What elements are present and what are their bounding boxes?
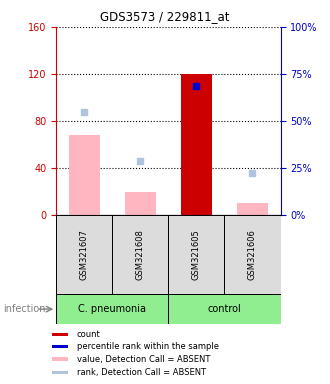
Text: C. pneumonia: C. pneumonia: [78, 304, 146, 314]
Point: [138, 158, 143, 164]
Bar: [56, 294, 168, 324]
Bar: [181, 74, 212, 215]
Text: control: control: [208, 304, 241, 314]
Point: [82, 109, 87, 115]
Point: [250, 170, 255, 176]
Point: [194, 83, 199, 89]
Text: count: count: [77, 330, 100, 339]
Text: infection: infection: [3, 304, 46, 314]
Text: GDS3573 / 229811_at: GDS3573 / 229811_at: [100, 10, 230, 23]
Text: value, Detection Call = ABSENT: value, Detection Call = ABSENT: [77, 354, 210, 364]
Bar: [69, 135, 100, 215]
Text: GSM321608: GSM321608: [136, 229, 145, 280]
Text: rank, Detection Call = ABSENT: rank, Detection Call = ABSENT: [77, 368, 206, 377]
Bar: [168, 215, 224, 294]
Text: percentile rank within the sample: percentile rank within the sample: [77, 342, 218, 351]
Bar: [224, 215, 280, 294]
Bar: [237, 203, 268, 215]
Bar: [52, 333, 68, 336]
Bar: [52, 358, 68, 361]
Bar: [112, 215, 168, 294]
Bar: [52, 345, 68, 348]
Text: GSM321607: GSM321607: [80, 229, 89, 280]
Bar: [56, 215, 112, 294]
Bar: [125, 192, 156, 215]
Bar: [168, 294, 280, 324]
Bar: [52, 371, 68, 374]
Text: GSM321606: GSM321606: [248, 229, 257, 280]
Text: GSM321605: GSM321605: [192, 229, 201, 280]
